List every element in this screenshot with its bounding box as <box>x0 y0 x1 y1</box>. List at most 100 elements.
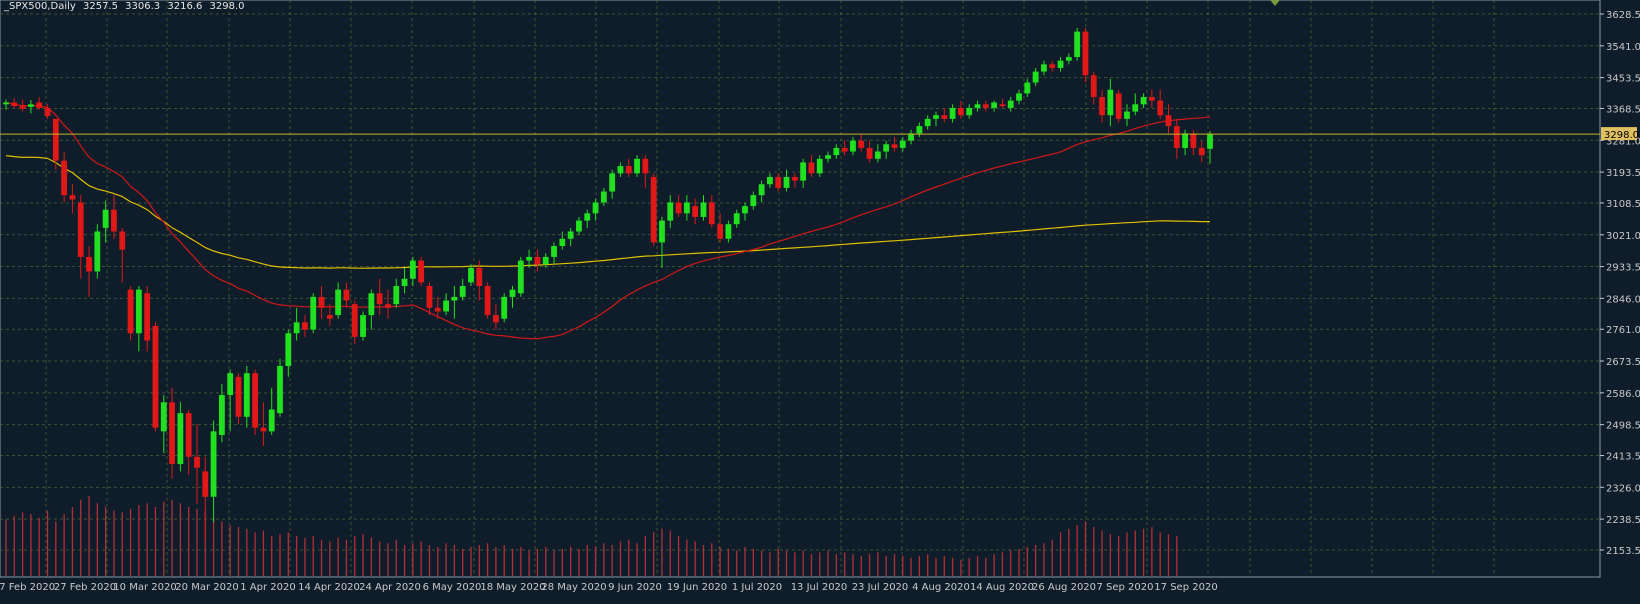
bear-candle <box>841 147 848 152</box>
bear-candle <box>791 176 798 181</box>
bull-candle <box>742 206 748 214</box>
x-tick-label: 18 May 2020 <box>480 582 545 593</box>
bull-candle <box>285 333 292 366</box>
bear-candle <box>1198 147 1205 156</box>
bear-candle <box>202 471 209 497</box>
x-tick-label: 27 Feb 2020 <box>54 582 116 593</box>
x-tick-label: 28 May 2020 <box>541 582 606 593</box>
bull-candle <box>368 293 375 316</box>
bull-candle <box>293 322 300 334</box>
bull-candle <box>924 118 931 127</box>
bear-candle <box>260 427 267 432</box>
close-value: 3298.0 <box>209 1 245 12</box>
bear-candle <box>52 118 59 161</box>
bull-candle <box>1207 134 1213 149</box>
bull-candle <box>1065 57 1072 61</box>
bull-candle <box>659 220 665 243</box>
y-tick-label: 3453.5 <box>1606 74 1640 85</box>
bear-candle <box>650 176 657 243</box>
bull-candle <box>667 202 674 221</box>
x-tick-label: 9 Jun 2020 <box>608 582 662 593</box>
x-tick-label: 20 Mar 2020 <box>175 582 238 593</box>
x-tick-label: 4 Aug 2020 <box>912 582 970 593</box>
bear-candle <box>235 376 242 417</box>
bull-candle <box>609 173 616 192</box>
y-tick-label: 2673.5 <box>1606 357 1640 368</box>
plot-frame <box>0 0 1601 578</box>
bear-candle <box>252 373 259 428</box>
bull-candle <box>210 431 217 497</box>
bear-candle <box>19 105 26 109</box>
bear-candle <box>44 107 51 116</box>
bull-candle <box>409 260 416 279</box>
open-value: 3257.5 <box>82 1 118 12</box>
bear-candle <box>343 289 350 301</box>
bear-candle <box>77 202 84 257</box>
bear-candle <box>1157 100 1164 116</box>
y-tick-label: 3628.5 <box>1606 10 1640 21</box>
bull-candle <box>683 202 690 214</box>
bull-candle <box>526 256 533 261</box>
bear-candle <box>941 115 948 119</box>
bull-candle <box>1124 111 1130 119</box>
x-tick-label: 14 Aug 2020 <box>970 582 1034 593</box>
bull-candle <box>617 166 624 174</box>
bull-candle <box>600 191 607 203</box>
bull-candle <box>277 365 283 414</box>
y-tick-label: 3281.0 <box>1606 136 1640 147</box>
bear-candle <box>999 104 1006 107</box>
bear-candle <box>36 102 43 108</box>
bull-candle <box>160 402 167 432</box>
low-value: 3216.6 <box>167 1 203 12</box>
bull-candle <box>800 162 807 181</box>
bear-candle <box>385 304 391 308</box>
bear-candle <box>426 285 433 308</box>
bear-candle <box>642 158 649 174</box>
x-tick-label: 19 Jun 2020 <box>667 582 727 593</box>
bear-candle <box>185 413 192 457</box>
bear-candle <box>434 307 441 312</box>
bull-candle <box>567 231 574 239</box>
bull-candle <box>1007 100 1014 108</box>
bull-candle <box>468 267 474 283</box>
bull-candle <box>933 115 939 119</box>
y-tick-label: 3193.5 <box>1606 168 1640 179</box>
bear-candle <box>484 285 491 316</box>
bull-candle <box>3 102 9 105</box>
bull-candle <box>459 285 466 297</box>
bear-candle <box>1165 115 1172 127</box>
bear-candle <box>326 315 333 319</box>
bull-candle <box>177 413 184 465</box>
bear-candle <box>86 256 92 272</box>
ma-slow-line <box>5 155 1210 269</box>
bear-candle <box>144 293 151 341</box>
y-tick-label: 2498.5 <box>1606 421 1640 432</box>
bull-candle <box>310 296 317 330</box>
bear-candle <box>492 315 499 323</box>
last-price-badge <box>1601 127 1637 141</box>
bull-candle <box>1024 82 1031 94</box>
bull-candle <box>783 176 790 188</box>
chart-header: _SPX500,Daily 3257.5 3306.3 3216.6 3298.… <box>4 1 249 12</box>
bull-candle <box>700 202 707 217</box>
bear-candle <box>11 102 18 107</box>
bull-candle <box>517 260 524 294</box>
bull-candle <box>883 144 890 152</box>
bear-candle <box>708 202 715 225</box>
symbol-label: _SPX500,Daily <box>4 1 76 12</box>
bear-candle <box>866 147 873 159</box>
bull-candle <box>551 246 557 257</box>
bear-candle <box>127 289 134 334</box>
bull-candle <box>584 213 591 221</box>
bull-candle <box>725 224 732 239</box>
x-tick-label: 23 Jul 2020 <box>852 582 909 593</box>
bull-candle <box>227 373 234 396</box>
x-tick-label: 1 Jul 2020 <box>732 582 782 593</box>
bear-candle <box>69 195 76 200</box>
bear-candle <box>376 293 383 305</box>
bear-candle <box>1049 64 1056 68</box>
bull-candle <box>1032 71 1039 83</box>
bear-candle <box>111 209 117 232</box>
